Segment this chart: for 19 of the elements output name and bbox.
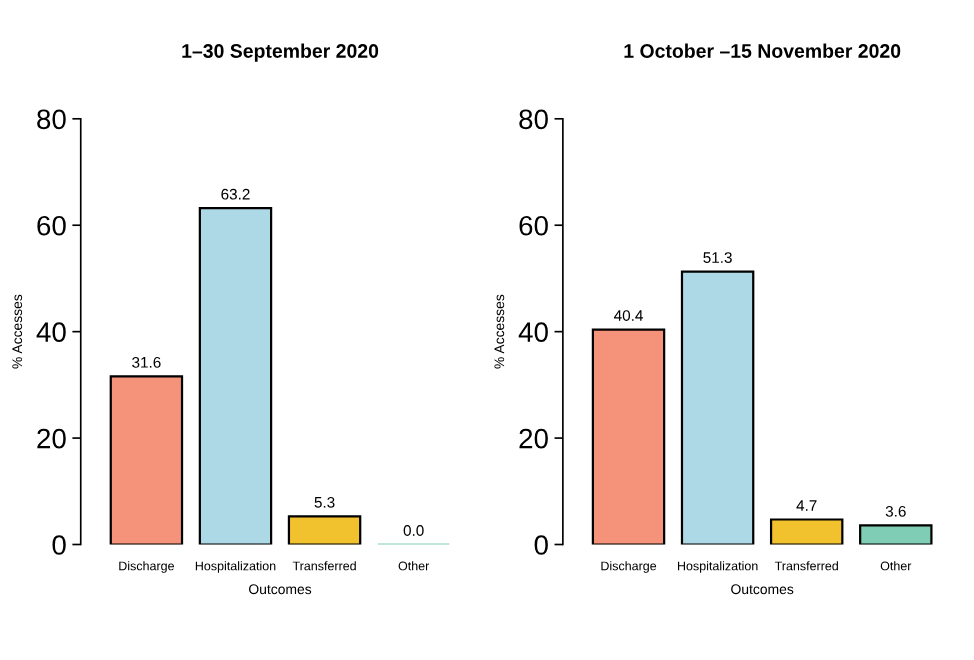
y-tick-label: 20 (519, 428, 548, 449)
y-tick-label: 80 (37, 109, 66, 130)
y-tick-label: 80 (519, 109, 548, 130)
bar (198, 207, 273, 545)
y-tick-label: 40 (518, 322, 548, 342)
y-tick-label: 0 (52, 535, 66, 555)
chart-title: 1–30 September 2020 (182, 43, 379, 62)
bar (680, 270, 755, 545)
bar (859, 524, 933, 545)
y-tick-label: 60 (519, 215, 548, 236)
bar (287, 515, 362, 545)
y-tick-label: 0 (534, 535, 548, 555)
chart-title: 1 October –15 November 2020 (624, 43, 901, 58)
bar (591, 328, 666, 545)
bar (769, 518, 844, 545)
y-tick-label: 60 (37, 215, 66, 236)
y-tick-label: 20 (37, 428, 66, 449)
y-tick-label: 40 (36, 322, 66, 342)
bar (109, 375, 184, 545)
